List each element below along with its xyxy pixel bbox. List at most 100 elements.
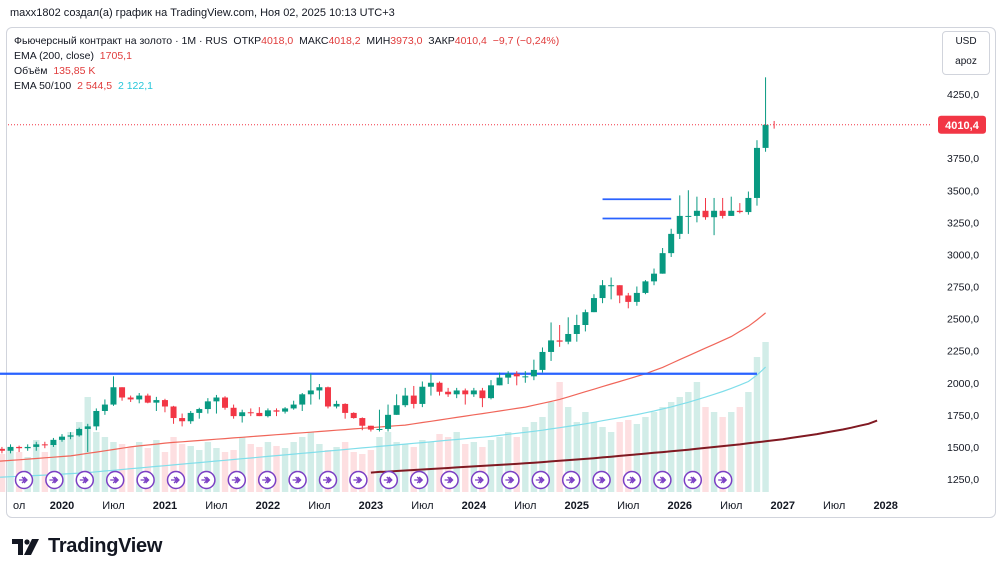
event-marker-icon[interactable] xyxy=(561,470,581,490)
candle-body xyxy=(136,395,143,400)
candle-body xyxy=(144,395,151,403)
event-marker-icon[interactable] xyxy=(197,470,216,490)
candle-body xyxy=(247,412,254,414)
event-marker-icon[interactable] xyxy=(683,470,703,490)
event-marker-icon[interactable] xyxy=(409,470,429,490)
volume-bar xyxy=(728,412,735,492)
volume-bar xyxy=(238,437,246,492)
volume-bar xyxy=(633,424,641,492)
event-marker-icon[interactable] xyxy=(349,470,368,490)
volume-bar xyxy=(736,407,744,492)
volume-bar xyxy=(299,437,306,492)
event-marker-icon[interactable] xyxy=(440,470,459,490)
ema100-line xyxy=(0,366,767,478)
volume-bar xyxy=(213,448,220,492)
volume-bar xyxy=(187,446,194,492)
volume-bar xyxy=(0,454,6,492)
candle-body xyxy=(753,147,760,198)
candle-body xyxy=(204,401,211,410)
volume-bar xyxy=(762,342,769,492)
event-marker-icon[interactable] xyxy=(166,470,186,490)
volume-bar xyxy=(196,450,203,492)
candle-body xyxy=(625,295,632,302)
volume-bar xyxy=(367,450,375,492)
volume-bar xyxy=(247,444,254,492)
candle-body xyxy=(693,210,700,216)
event-marker-icon[interactable] xyxy=(501,470,520,490)
event-marker-icon[interactable] xyxy=(713,470,733,490)
candle-body xyxy=(161,400,168,407)
x-tick-label: Июл xyxy=(823,500,845,512)
legend-ema50100-row[interactable]: EMA 50/100 2 544,5 2 122,1 xyxy=(14,79,559,94)
volume-bar xyxy=(530,422,538,492)
y-tick-label: 1750,0 xyxy=(947,410,979,422)
event-marker-icon[interactable] xyxy=(14,470,34,490)
currency-box[interactable]: USD apoz xyxy=(942,31,990,75)
volume-bar xyxy=(427,442,435,492)
event-marker-icon[interactable] xyxy=(45,470,64,490)
event-marker-icon[interactable] xyxy=(379,470,399,490)
candle-body xyxy=(273,410,280,412)
volume-bar xyxy=(547,402,555,492)
volume-bar xyxy=(659,407,666,492)
x-tick-label: Июл xyxy=(617,500,639,512)
x-tick-label: ол xyxy=(13,500,25,512)
volume-bar xyxy=(101,437,109,492)
event-marker-icon[interactable] xyxy=(592,470,611,490)
candle-body xyxy=(548,340,555,352)
event-marker-icon[interactable] xyxy=(653,470,672,490)
candle-body xyxy=(419,386,426,404)
volume-bar xyxy=(693,382,701,492)
volume-bar xyxy=(67,432,74,492)
candle-body xyxy=(736,210,743,213)
event-marker-icon[interactable] xyxy=(227,470,247,490)
volume-bar xyxy=(256,447,263,492)
candle-body xyxy=(264,410,271,417)
candle-body xyxy=(33,444,40,447)
event-marker-icon[interactable] xyxy=(257,470,277,490)
mode-label: apoz xyxy=(955,56,977,67)
volume-bar xyxy=(582,412,589,492)
event-marker-icon[interactable] xyxy=(75,470,95,490)
candle-body xyxy=(685,215,692,217)
high-value: 4018,2 xyxy=(328,35,361,47)
open-label: ОТКР xyxy=(233,35,262,47)
legend-symbol-row: Фьючерсный контракт на золото · 1M · RUS… xyxy=(14,34,559,49)
event-marker-icon[interactable] xyxy=(531,470,551,490)
candle-body xyxy=(170,406,177,419)
event-marker-icon[interactable] xyxy=(288,470,307,490)
symbol-title[interactable]: Фьючерсный контракт на золото · 1M · RUS xyxy=(14,35,228,47)
ema50-line xyxy=(0,312,766,462)
candle-body xyxy=(93,410,100,427)
candle-body xyxy=(668,233,675,254)
ema100-value: 2 122,1 xyxy=(117,80,153,92)
y-tick-label: 2500,0 xyxy=(947,314,979,326)
event-marker-icon[interactable] xyxy=(622,470,642,490)
event-marker-icon[interactable] xyxy=(470,470,490,490)
brand[interactable]: TradingView xyxy=(12,535,162,558)
candle-body xyxy=(539,351,546,370)
event-marker-icon[interactable] xyxy=(136,470,155,490)
legend-volume-row[interactable]: Объём 135,85 K xyxy=(14,64,559,79)
candle-body xyxy=(719,210,726,216)
candle-body xyxy=(7,446,14,451)
candle-body xyxy=(599,285,606,299)
chart-pane[interactable] xyxy=(6,27,996,518)
candle-body xyxy=(16,446,23,449)
candle-body xyxy=(342,403,349,413)
x-tick-label: 2027 xyxy=(770,500,794,512)
legend-ema200-row[interactable]: EMA (200, close) 1705,1 xyxy=(14,49,559,64)
ema50-value: 2 544,5 xyxy=(77,80,113,92)
candle-body xyxy=(101,404,108,411)
candle-body xyxy=(299,394,306,405)
y-tick-label: 3250,0 xyxy=(947,217,979,229)
x-tick-label: Июл xyxy=(102,500,124,512)
volume-bar xyxy=(667,402,675,492)
volume-bar xyxy=(93,432,100,492)
volume-bar xyxy=(599,427,606,492)
x-tick-label: Июл xyxy=(411,500,433,512)
event-marker-icon[interactable] xyxy=(105,470,125,490)
event-marker-icon[interactable] xyxy=(318,470,338,490)
candle-body xyxy=(522,376,529,378)
